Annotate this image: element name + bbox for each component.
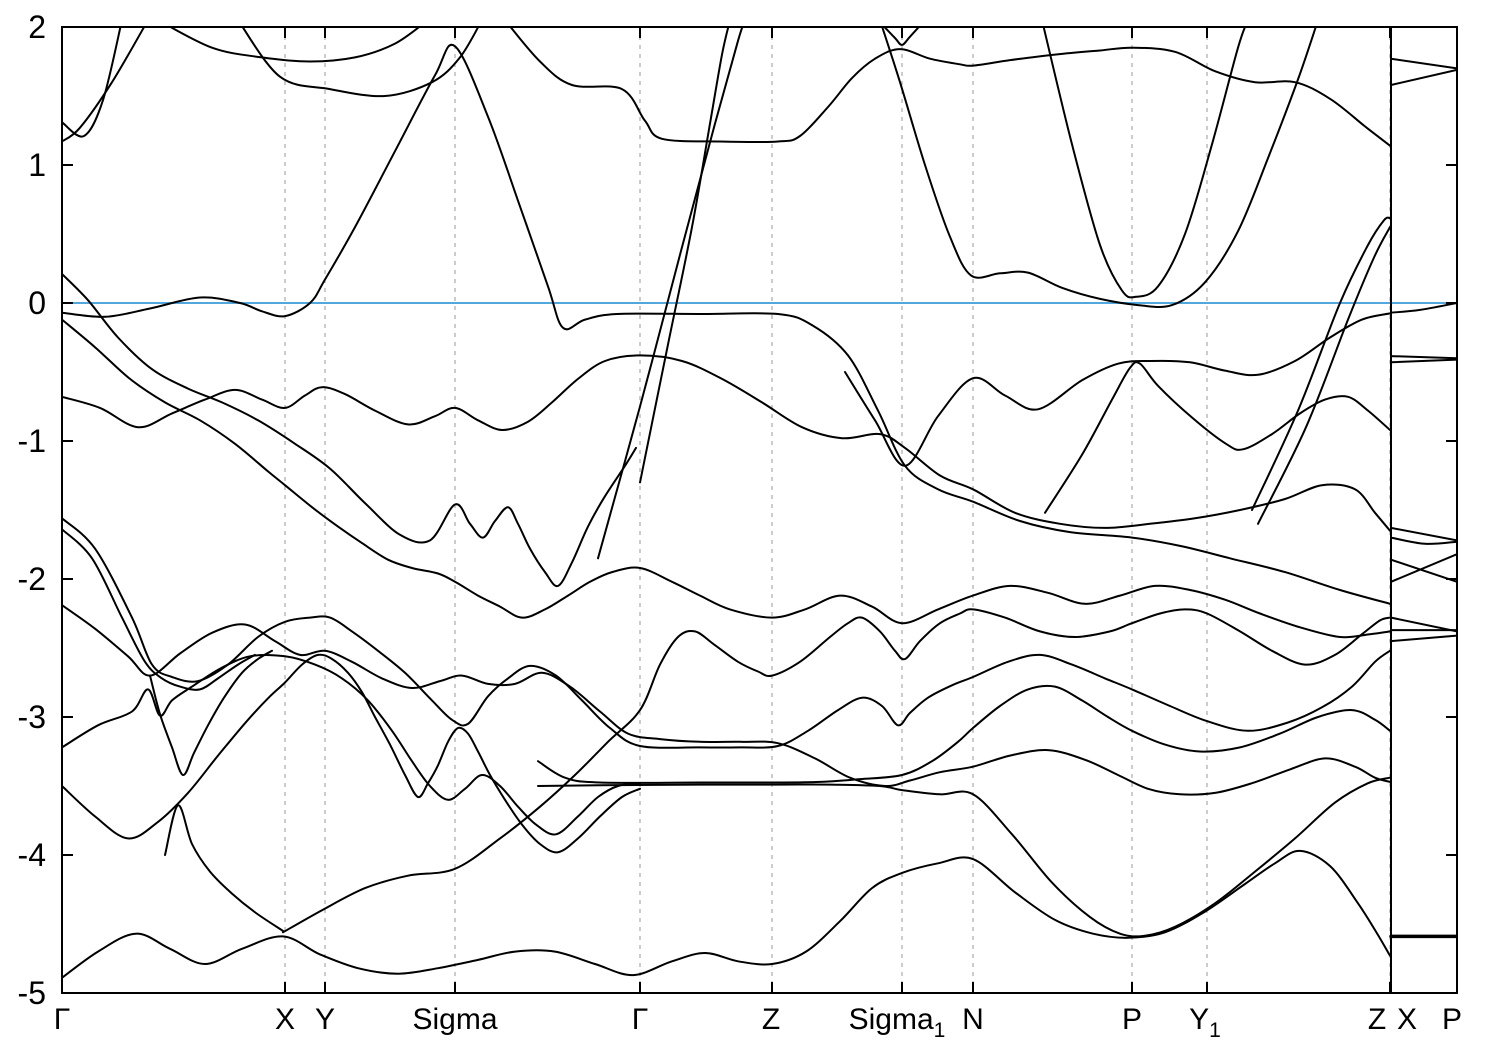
- seg-band-09: [1390, 553, 1457, 583]
- band-12: [1251, 216, 1391, 511]
- y-tick-label: -4: [18, 837, 46, 873]
- band-25: [149, 649, 273, 776]
- band-23: [62, 653, 641, 836]
- seg-band-05: [1390, 358, 1457, 364]
- band-04: [241, 27, 480, 98]
- k-point-label: Γ: [632, 1003, 649, 1036]
- band-19: [537, 684, 1391, 784]
- k-point-label: Y1: [1189, 1003, 1221, 1042]
- band-02: [62, 27, 146, 143]
- seg-band-04: [1390, 355, 1457, 360]
- band-01: [62, 27, 122, 138]
- band-17: [62, 517, 1391, 749]
- seg-band-01: [1390, 57, 1457, 70]
- band-06: [597, 27, 744, 560]
- band-07: [639, 27, 730, 484]
- band-28: [62, 318, 1391, 639]
- band-03: [168, 27, 421, 63]
- band-curves: [62, 27, 1457, 979]
- seg-band-02: [1390, 68, 1457, 86]
- k-point-label: X: [1397, 1003, 1417, 1036]
- band-24: [62, 653, 641, 854]
- y-tick-label: 2: [28, 9, 46, 45]
- band-11: [1042, 27, 1247, 299]
- band-27: [62, 273, 637, 588]
- seg-band-06: [1390, 526, 1457, 542]
- k-point-label: X: [275, 1003, 295, 1036]
- y-tick-label: -5: [18, 975, 46, 1011]
- k-point-label: P: [1442, 1003, 1462, 1036]
- y-axis-labels: 2 1 0 -1 -2 -3 -4 -5: [18, 9, 46, 1011]
- k-point-label: P: [1122, 1003, 1142, 1036]
- band-15: [1044, 361, 1391, 514]
- y-tick-label: -3: [18, 699, 46, 735]
- k-point-label: Sigma: [412, 1003, 497, 1036]
- band-13: [1257, 226, 1391, 525]
- band-09: [883, 27, 921, 46]
- y-tick-label: 0: [28, 285, 46, 321]
- k-point-label: Sigma1: [849, 1003, 946, 1042]
- band-14: [844, 312, 1391, 467]
- plot-frames: [61, 26, 1458, 994]
- k-point-label: Z: [1368, 1003, 1386, 1036]
- band-29: [62, 528, 256, 691]
- band-10: [881, 27, 1317, 309]
- seg-band-03: [1390, 302, 1457, 314]
- k-point-label: Γ: [54, 1003, 71, 1036]
- band-22: [282, 608, 1391, 934]
- y-tick-label: -2: [18, 561, 46, 597]
- band-16: [62, 354, 1391, 532]
- band-08: [509, 27, 1391, 147]
- x-axis-labels: Γ X Y Sigma Γ Z Sigma1 N P Y1 Z X P: [54, 1003, 1462, 1042]
- band-26: [164, 804, 284, 932]
- band-18: [62, 604, 1391, 796]
- k-point-label: Y: [315, 1003, 335, 1036]
- seg-band-07: [1390, 536, 1457, 545]
- y-tick-label: 1: [28, 147, 46, 183]
- band-21: [62, 849, 1391, 979]
- seg-band-12: [1390, 634, 1457, 643]
- segment-panel-frame: [1390, 26, 1458, 994]
- y-tick-label: -1: [18, 423, 46, 459]
- band-05: [62, 43, 1391, 605]
- k-point-label: N: [962, 1003, 984, 1036]
- band-20: [537, 776, 1391, 938]
- k-point-label: Z: [762, 1003, 780, 1036]
- axis-ticks: [62, 27, 1457, 993]
